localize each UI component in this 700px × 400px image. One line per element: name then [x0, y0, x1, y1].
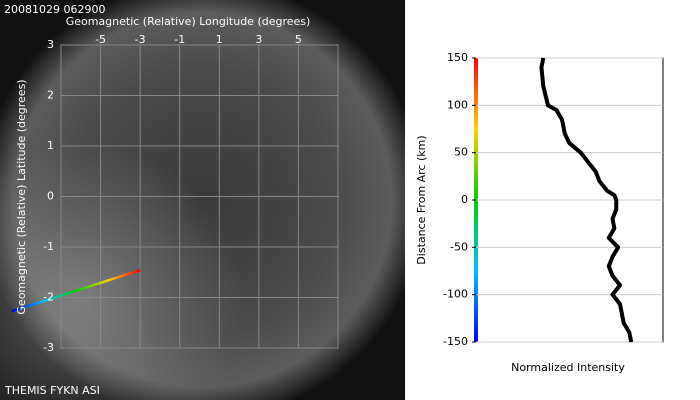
profile-plot — [472, 57, 663, 343]
timestamp: 20081029 062900 — [4, 3, 105, 16]
y-axis-label: Geomagnetic (Relative) Latitude (degrees… — [15, 79, 28, 314]
x-axis-label: Normalized Intensity — [511, 361, 625, 374]
footer: THEMIS FYKN ASI — [4, 384, 100, 397]
y-axis-label: Distance From Arc (km) — [415, 135, 428, 264]
y-tick-label: 3 — [47, 38, 54, 51]
y-tick-label: 0 — [47, 190, 54, 203]
y-tick-label: 50 — [454, 146, 468, 159]
x-axis-label: Geomagnetic (Relative) Longitude (degree… — [66, 15, 311, 28]
x-tick-label: -5 — [95, 33, 106, 46]
x-tick-label: -3 — [135, 33, 146, 46]
y-tick-label: -100 — [443, 288, 468, 301]
y-tick-label: 2 — [47, 89, 54, 102]
y-tick-label: -50 — [450, 240, 468, 253]
y-tick-label: 1 — [47, 139, 54, 152]
x-tick-label: 3 — [255, 33, 262, 46]
y-tick-label: 0 — [461, 193, 468, 206]
y-tick-label: -1 — [43, 240, 54, 253]
y-tick-label: 100 — [447, 98, 468, 111]
arc-line — [11, 269, 141, 313]
x-tick-label: 1 — [216, 33, 223, 46]
y-tick-label: -150 — [443, 335, 468, 348]
y-tick-label: 150 — [447, 51, 468, 64]
image-plot — [11, 44, 339, 349]
profile-line — [539, 57, 634, 343]
y-tick-label: -2 — [43, 291, 54, 304]
x-tick-label: 5 — [295, 33, 302, 46]
x-tick-label: -1 — [174, 33, 185, 46]
y-tick-label: -3 — [43, 341, 54, 354]
